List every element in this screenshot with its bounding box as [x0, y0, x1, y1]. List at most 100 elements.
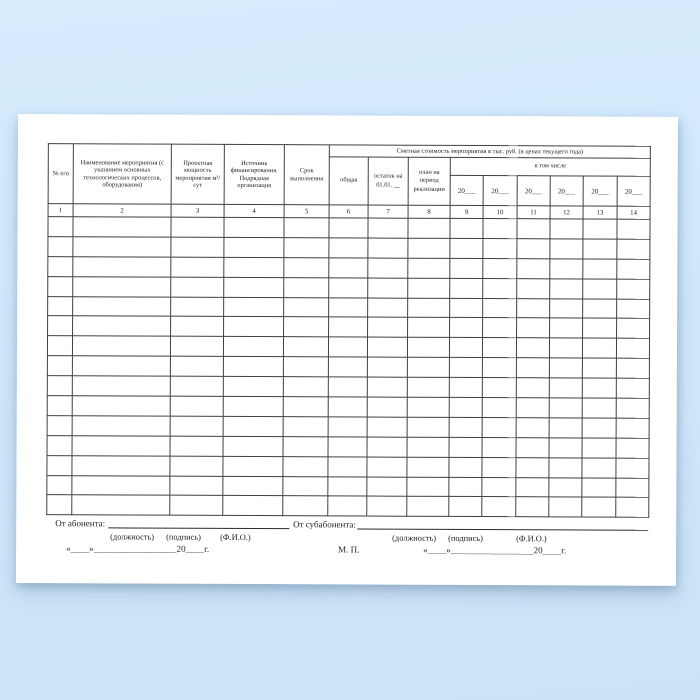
- empty-cell: [616, 239, 650, 260]
- empty-cell: [283, 396, 329, 417]
- empty-cell: [283, 436, 329, 457]
- empty-cell: [328, 237, 368, 258]
- empty-cell: [516, 218, 551, 239]
- empty-cell: [72, 316, 171, 337]
- empty-cell: [327, 476, 367, 497]
- empty-cell: [170, 276, 224, 297]
- empty-form-row: [47, 335, 650, 359]
- column-number-cell: 7: [368, 205, 409, 219]
- year-header-cell: 20___: [483, 175, 518, 206]
- column-number-cell: 10: [483, 205, 518, 219]
- empty-cell: [367, 257, 408, 278]
- empty-cell: [367, 237, 408, 258]
- empty-cell: [47, 395, 73, 416]
- year-header-cell: 20___: [550, 175, 584, 206]
- empty-cell: [47, 435, 73, 456]
- empty-cell: [46, 475, 72, 496]
- empty-cell: [549, 258, 583, 279]
- empty-cell: [516, 437, 550, 458]
- col-header-plan: план на период реализации: [408, 157, 451, 206]
- empty-cell: [406, 476, 449, 497]
- empty-cell: [549, 338, 583, 359]
- from-subabonent-label: От субабонента:: [293, 519, 356, 530]
- empty-cell: [367, 337, 408, 358]
- empty-cell: [223, 277, 284, 298]
- empty-cell: [448, 496, 482, 517]
- empty-cell: [328, 376, 368, 398]
- empty-cell: [72, 415, 171, 436]
- name-caption: (Ф.И.О.): [516, 534, 547, 544]
- empty-cell: [549, 298, 583, 319]
- empty-cell: [448, 476, 482, 497]
- empty-cell: [548, 477, 582, 498]
- empty-cell: [481, 477, 516, 498]
- empty-cell: [616, 338, 650, 359]
- empty-cell: [407, 317, 450, 338]
- empty-cell: [72, 236, 171, 257]
- empty-cell: [72, 355, 171, 377]
- empty-cell: [47, 216, 74, 237]
- empty-cell: [170, 256, 224, 278]
- empty-cell: [170, 376, 224, 397]
- empty-cell: [407, 337, 450, 358]
- empty-form-row: [47, 375, 650, 399]
- empty-cell: [406, 456, 450, 477]
- empty-cell: [549, 358, 583, 379]
- empty-cell: [328, 257, 368, 278]
- empty-cell: [582, 437, 617, 458]
- empty-cell: [407, 417, 450, 438]
- empty-cell: [169, 475, 223, 496]
- paper-sheet: № п/п Наименование мероприятия (с указан…: [15, 114, 678, 586]
- empty-form-row: [47, 256, 650, 279]
- date-blank-left: «____»__________________20____г.: [66, 543, 210, 554]
- empty-cell: [516, 258, 550, 279]
- empty-cell: [47, 316, 73, 337]
- empty-cell: [47, 236, 73, 257]
- empty-cell: [407, 357, 450, 378]
- empty-cell: [581, 457, 617, 478]
- empty-cell: [328, 297, 368, 318]
- empty-form-row: [47, 276, 650, 299]
- empty-cell: [366, 456, 408, 477]
- col-header-balance: остаток на 01.01. __: [368, 157, 409, 206]
- empty-cell: [549, 238, 583, 259]
- empty-cell: [482, 238, 517, 259]
- empty-cell: [367, 436, 408, 457]
- signature-caption: (подпись): [448, 533, 483, 544]
- column-number-cell: 5: [284, 204, 330, 218]
- signature-header-line: От абонента: От субабонента:: [55, 518, 649, 532]
- empty-cell: [72, 395, 171, 417]
- empty-cell: [516, 417, 550, 438]
- empty-cell: [71, 455, 171, 476]
- empty-cell: [616, 378, 650, 399]
- empty-cell: [283, 317, 329, 338]
- empty-cell: [449, 317, 483, 338]
- empty-cell: [516, 318, 550, 339]
- empty-cell: [223, 336, 284, 357]
- from-abonent-label: От абонента:: [55, 518, 106, 529]
- empty-cell: [481, 457, 517, 478]
- empty-cell: [170, 237, 224, 258]
- empty-cell: [169, 495, 223, 516]
- col-header-capacity: Проектная мощность мероприятия м³/сут: [171, 144, 225, 205]
- empty-cell: [449, 357, 483, 378]
- empty-cell: [72, 216, 172, 238]
- empty-cell: [283, 416, 329, 437]
- empty-cell: [482, 337, 517, 358]
- year-header-cell: 20___: [583, 175, 618, 207]
- subabonent-signature-line: [356, 525, 649, 532]
- empty-form-row: [46, 475, 649, 498]
- empty-cell: [327, 456, 368, 477]
- empty-cell: [282, 496, 328, 517]
- col-header-number: № п/п: [48, 143, 74, 204]
- empty-cell: [482, 397, 517, 418]
- empty-cell: [283, 337, 329, 358]
- empty-cell: [46, 455, 73, 476]
- empty-cell: [582, 358, 617, 379]
- year-header-cell: 20___: [450, 175, 484, 206]
- empty-cell: [71, 495, 170, 516]
- empty-cell: [169, 455, 224, 476]
- signature-caption: (подпись): [166, 532, 201, 542]
- empty-form-row: [47, 296, 650, 319]
- year-header-cell: 20___: [617, 176, 651, 207]
